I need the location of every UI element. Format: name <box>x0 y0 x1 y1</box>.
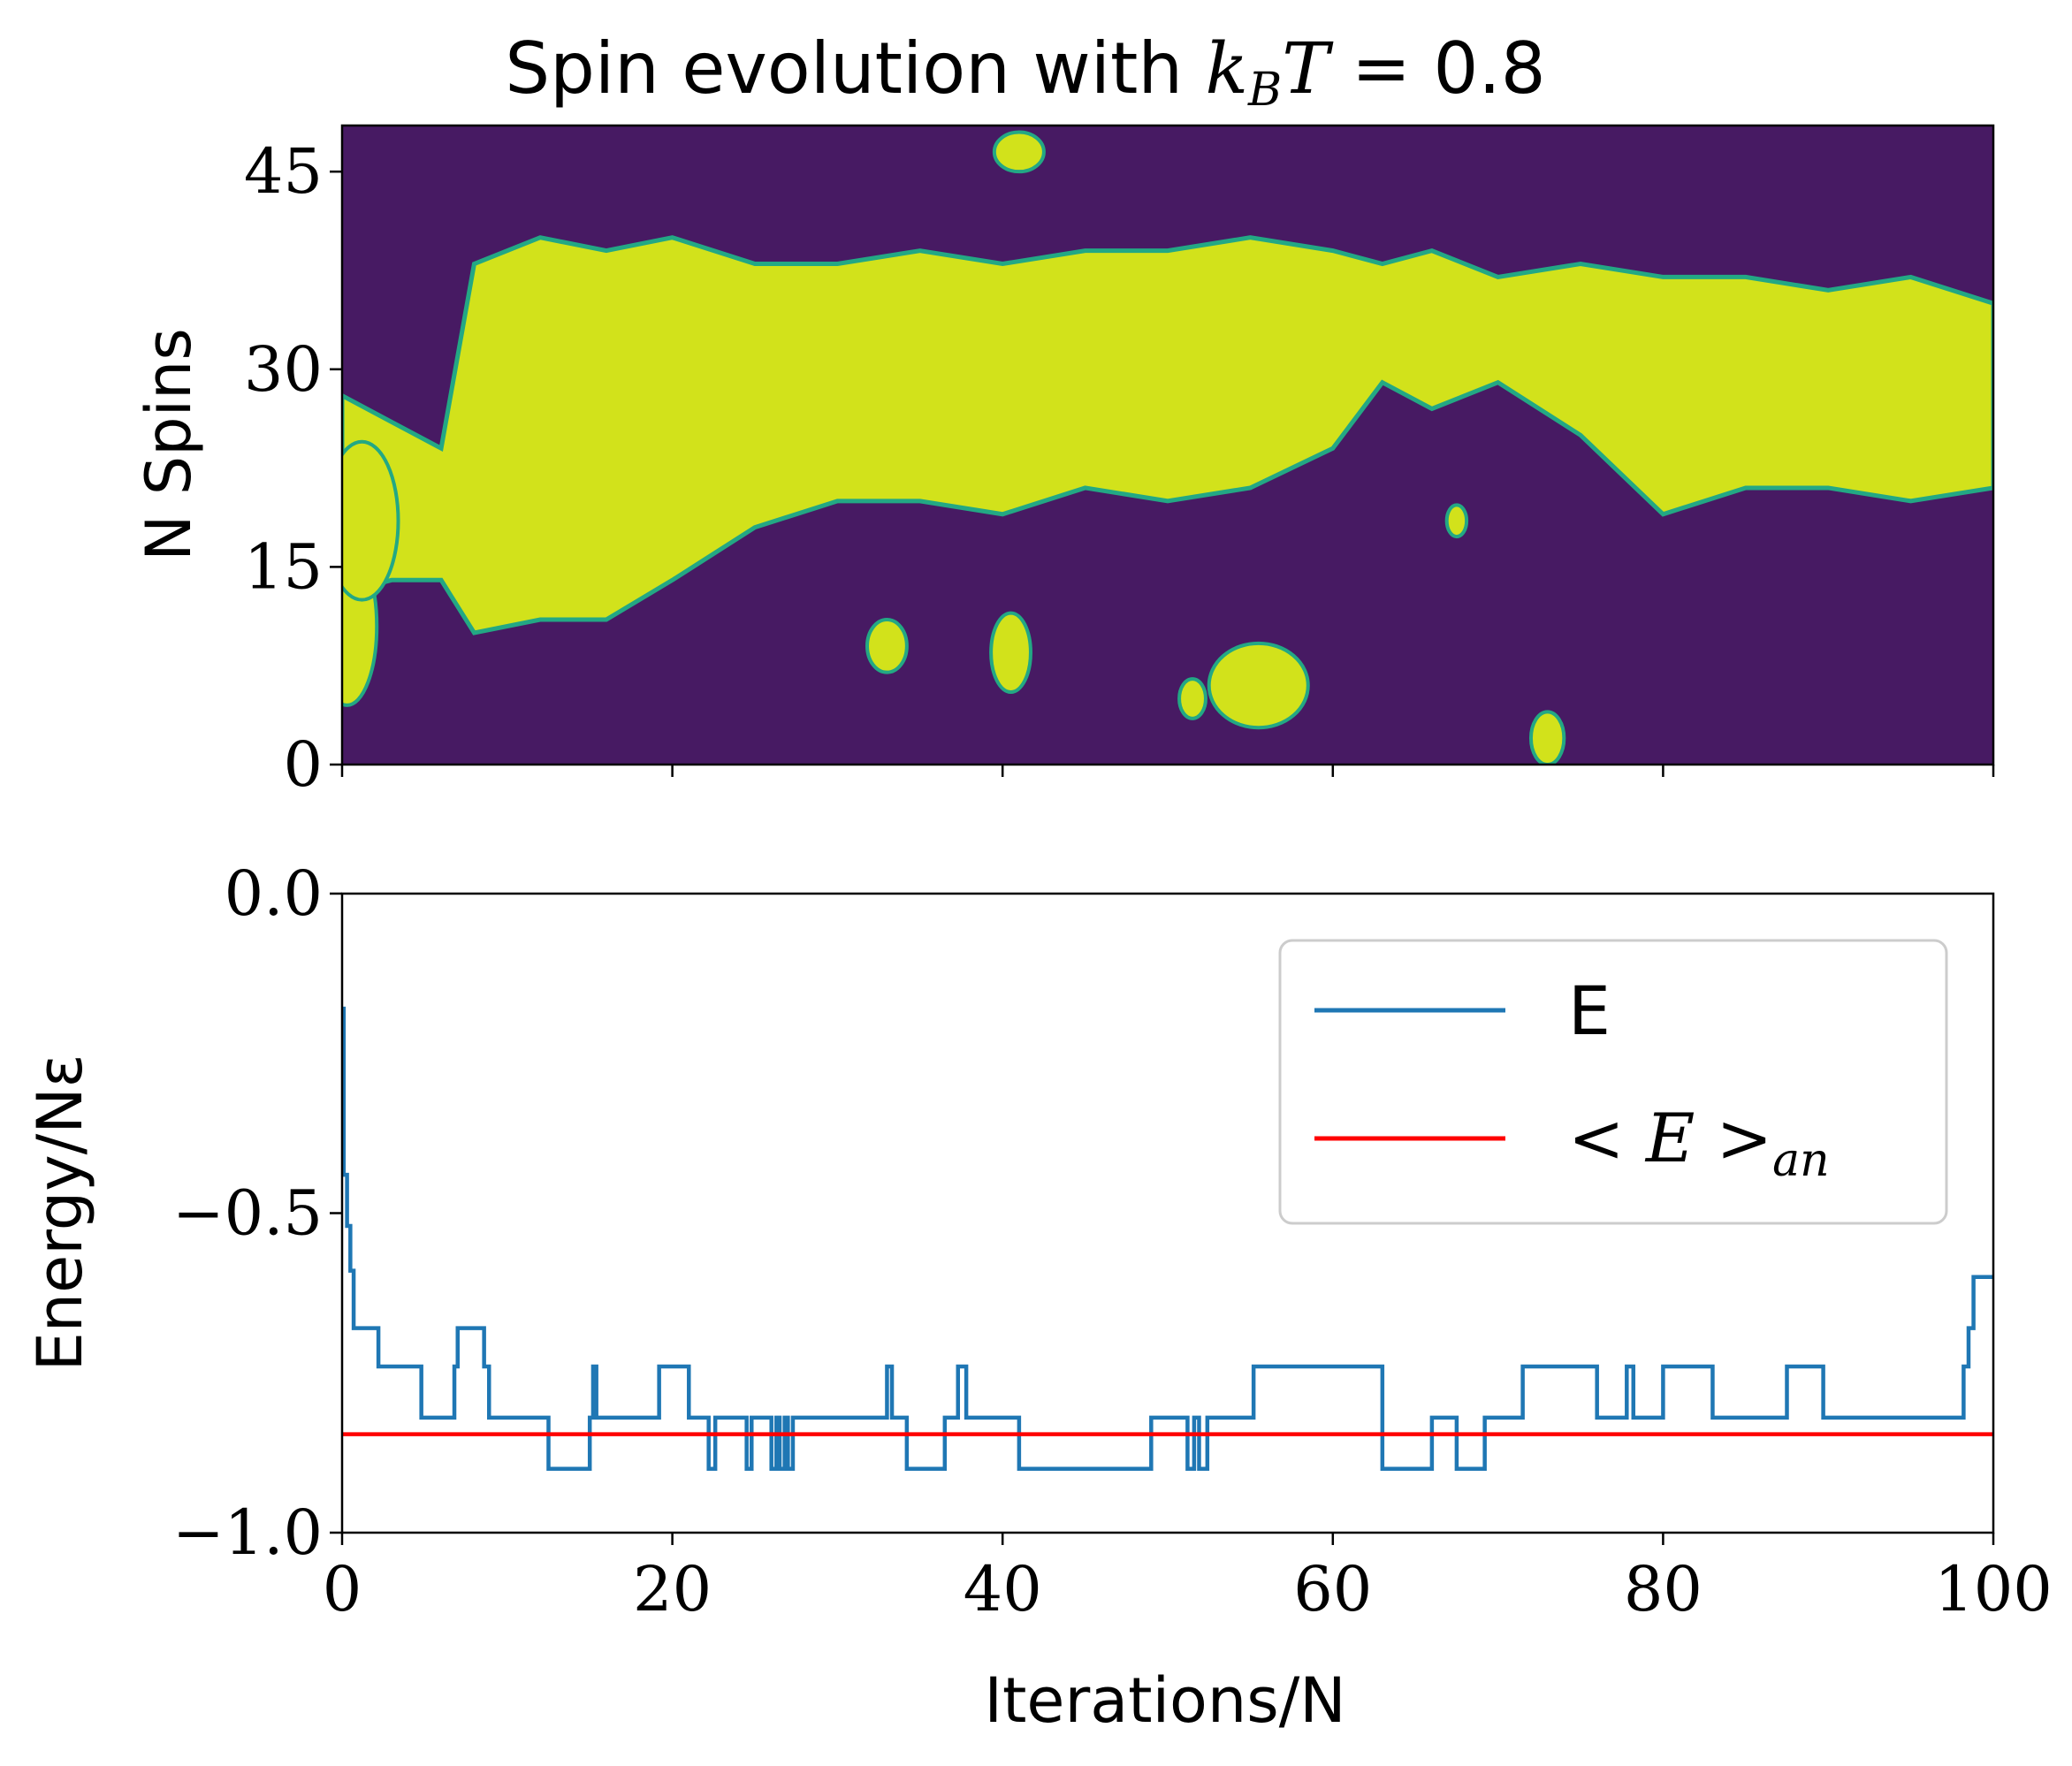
heatmap-cells <box>342 130 1993 765</box>
heatmap-y-tick-label: 15 <box>244 530 323 603</box>
series-E-line <box>342 1006 1993 1471</box>
spin-up-cluster <box>989 611 1032 695</box>
spin-up-cluster <box>342 439 400 602</box>
chart-title: Spin evolution with kBT = 0.8 <box>505 27 1545 117</box>
spin-up-cluster <box>1444 503 1469 539</box>
energy-x-tick-label: 0 <box>323 1553 362 1625</box>
energy-y-axis-label: Energy/Nε <box>24 1054 96 1372</box>
heatmap-y-tick-label: 0 <box>283 728 323 801</box>
energy-y-tick-label: 0.0 <box>225 857 323 930</box>
energy-panel: 0.0 −0.5 −1.0 0 20 40 60 80 100 Energy/Nε Itera… <box>24 857 2053 1737</box>
energy-x-tick-label: 40 <box>964 1553 1042 1625</box>
energy-series <box>342 1006 1993 1471</box>
legend-label-E-avg: < E >an <box>1568 1099 1830 1187</box>
spin-up-cluster <box>992 130 1046 174</box>
spin-up-cluster <box>1207 641 1310 730</box>
heatmap-y-ticks: 0 15 30 45 <box>244 135 342 801</box>
heatmap-y-axis-label: N Spins <box>133 328 205 561</box>
energy-x-tick-label: 100 <box>1934 1553 2053 1625</box>
energy-y-tick-label: −0.5 <box>172 1177 323 1250</box>
legend: E < E >an <box>1278 939 1948 1225</box>
energy-x-tick-label: 60 <box>1293 1553 1372 1625</box>
spin-up-domain <box>342 235 1993 636</box>
heatmap-panel: Spin evolution with kBT = 0.8 0 15 30 45 N … <box>133 27 1995 801</box>
heatmap-y-tick-label: 45 <box>244 135 323 208</box>
legend-box <box>1278 939 1948 1225</box>
energy-x-tick-label: 80 <box>1624 1553 1703 1625</box>
spin-up-cluster <box>1528 710 1566 765</box>
energy-y-tick-label: −1.0 <box>172 1496 323 1569</box>
legend-label-E: E <box>1568 971 1611 1050</box>
heatmap-frame <box>340 124 1995 766</box>
spin-up-cluster <box>1177 677 1207 720</box>
energy-x-ticks: 0 20 40 60 80 100 <box>323 1533 2053 1625</box>
energy-y-ticks: 0.0 −0.5 −1.0 <box>172 857 342 1569</box>
heatmap-x-ticks <box>340 765 1995 777</box>
spin-up-cluster <box>865 618 909 674</box>
energy-x-axis-label: Iterations/N <box>984 1664 1345 1737</box>
energy-x-tick-label: 20 <box>633 1553 712 1625</box>
heatmap-y-tick-label: 30 <box>244 333 323 406</box>
